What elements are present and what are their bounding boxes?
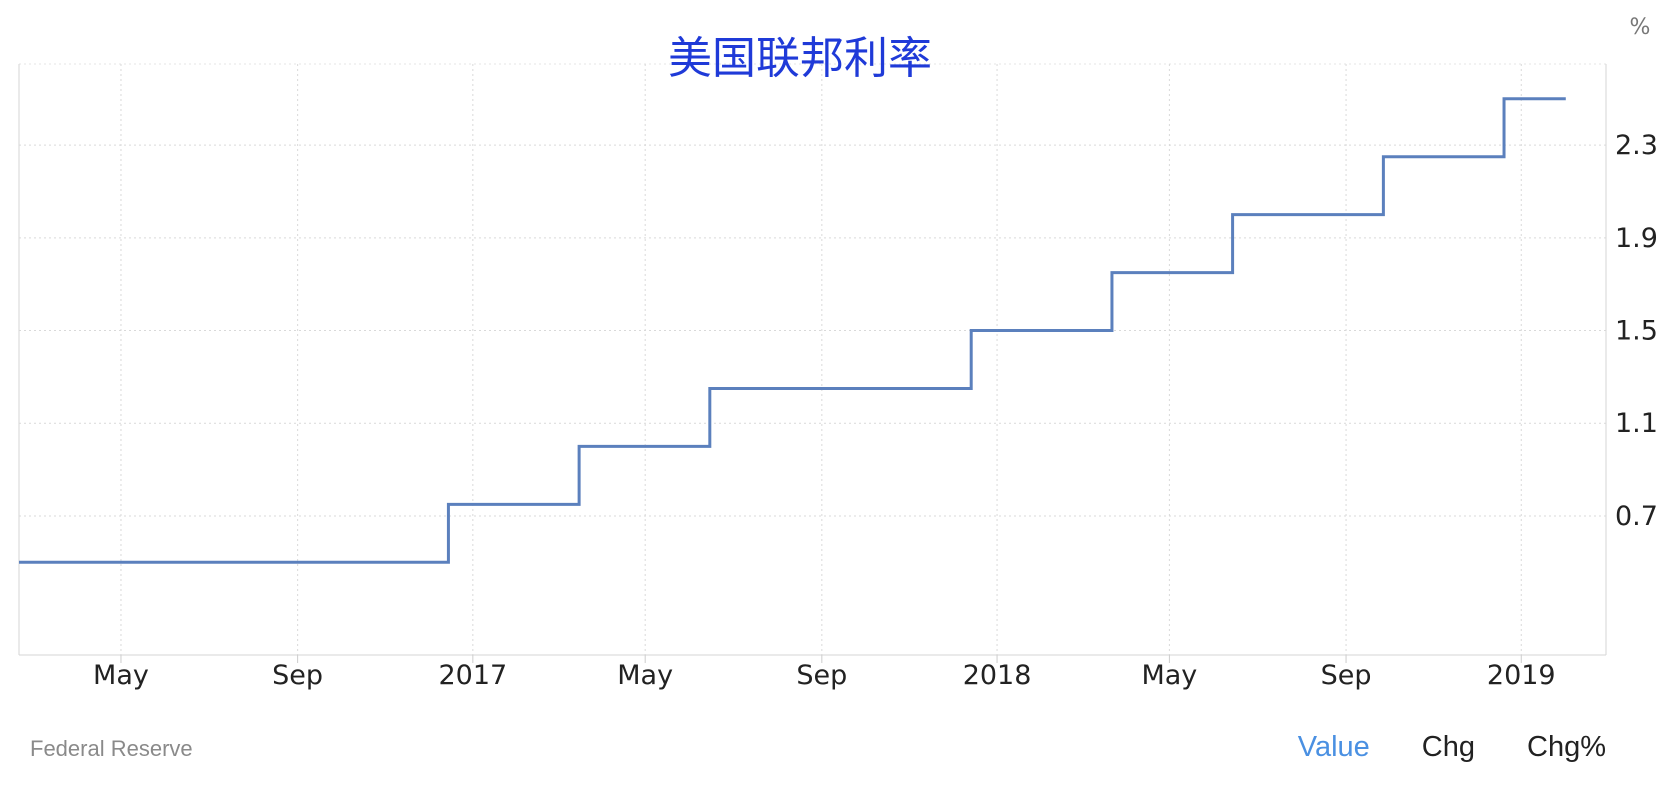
y-tick-label: 1.9 [1615, 223, 1658, 254]
x-tick-label: May [93, 660, 149, 691]
x-tick-label: Sep [272, 660, 323, 691]
y-tick-label: 2.3 [1615, 130, 1658, 161]
source-label: Federal Reserve [30, 736, 193, 761]
x-tick-label: 2018 [963, 660, 1032, 691]
x-tick-label: May [1141, 660, 1197, 691]
tab-value[interactable]: Value [1297, 731, 1370, 763]
x-tick-label: May [617, 660, 673, 691]
y-tick-label: 1.1 [1615, 408, 1658, 439]
tab-chg-percent[interactable]: Chg% [1527, 731, 1606, 763]
y-tick-label: 0.7 [1615, 501, 1658, 532]
y-tick-label: 1.5 [1615, 316, 1658, 347]
chart-title: 美国联邦利率 [668, 33, 932, 84]
series-layer [19, 97, 1566, 564]
unit-label: % [1630, 15, 1651, 40]
tab-chg[interactable]: Chg [1421, 731, 1475, 763]
x-tick-label: 2017 [438, 660, 507, 691]
x-tick-label: 2019 [1487, 660, 1556, 691]
series-line-fed-rate [19, 97, 1566, 564]
axes-layer [18, 64, 1607, 663]
grid-layer [19, 63, 1606, 655]
x-tick-label: Sep [1321, 660, 1372, 691]
labels-layer: 0.7 1.1 1.5 1.9 2.3 May Sep 2017 May Sep 2018 May Se… [93, 130, 1658, 691]
view-tabs: Value Chg Chg% [1298, 731, 1606, 764]
x-tick-label: Sep [796, 660, 847, 691]
